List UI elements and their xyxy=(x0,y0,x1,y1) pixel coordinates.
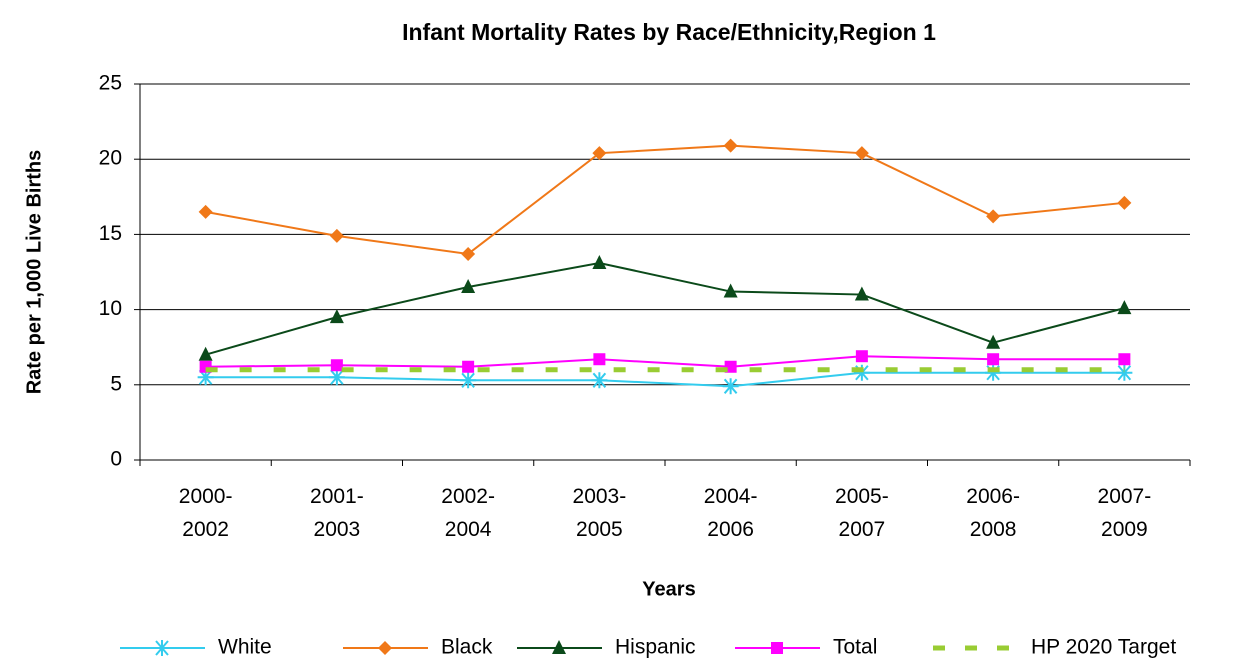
legend-label: HP 2020 Target xyxy=(1031,636,1176,659)
series xyxy=(198,138,1132,261)
y-tick-label: 5 xyxy=(110,372,122,395)
marker xyxy=(854,286,869,301)
marker xyxy=(854,146,869,161)
x-tick-label: 2003-2005 xyxy=(572,485,627,541)
x-tick-label: 2004-2006 xyxy=(703,485,758,541)
marker xyxy=(378,641,392,655)
marker xyxy=(593,353,606,366)
marker xyxy=(591,372,608,389)
series-line xyxy=(205,371,1125,388)
marker xyxy=(986,334,1001,349)
series-line xyxy=(205,355,1125,368)
marker xyxy=(986,209,1001,224)
marker xyxy=(1116,364,1133,381)
marker xyxy=(771,642,783,654)
legend-label: Total xyxy=(833,636,877,659)
series-line xyxy=(205,144,1125,255)
x-axis-label: Years xyxy=(642,578,695,600)
y-axis-label: Rate per 1,000 Live Births xyxy=(23,150,45,395)
x-tick-label: 2005-2007 xyxy=(835,485,889,541)
marker xyxy=(552,640,566,654)
marker xyxy=(154,640,170,656)
legend-label: Hispanic xyxy=(615,636,696,659)
marker xyxy=(1117,195,1132,210)
marker xyxy=(460,372,477,389)
marker xyxy=(1118,353,1131,366)
marker xyxy=(987,353,1000,366)
marker xyxy=(462,360,475,373)
y-tick-label: 25 xyxy=(99,72,122,95)
x-tick-label: 2002-2004 xyxy=(441,485,495,541)
series-line xyxy=(205,261,1125,356)
chart-title: Infant Mortality Rates by Race/Ethnicity… xyxy=(402,19,936,45)
x-tick-label: 2000-2002 xyxy=(178,485,233,541)
y-tick-label: 10 xyxy=(99,297,122,320)
marker xyxy=(328,369,345,386)
marker xyxy=(855,350,868,363)
x-tick-label: 2001-2003 xyxy=(310,485,364,541)
series xyxy=(197,364,1133,395)
marker xyxy=(329,309,344,324)
marker xyxy=(197,369,214,386)
marker xyxy=(461,246,476,261)
x-tick-label: 2007-2009 xyxy=(1097,485,1152,541)
y-tick-label: 15 xyxy=(99,222,122,245)
marker xyxy=(723,283,738,298)
legend-label: Black xyxy=(441,636,493,659)
marker xyxy=(1117,300,1132,315)
y-tick-label: 20 xyxy=(99,147,122,170)
marker xyxy=(985,364,1002,381)
marker xyxy=(592,146,607,161)
legend-label: White xyxy=(218,636,272,659)
series xyxy=(198,254,1132,361)
marker xyxy=(330,359,343,372)
marker xyxy=(198,346,213,361)
marker xyxy=(723,138,738,153)
marker xyxy=(329,228,344,243)
marker xyxy=(198,204,213,219)
x-tick-label: 2006-2008 xyxy=(966,485,1020,541)
marker xyxy=(592,254,607,269)
marker xyxy=(722,378,739,395)
marker xyxy=(461,279,476,294)
y-tick-label: 0 xyxy=(110,448,122,471)
marker xyxy=(853,364,870,381)
